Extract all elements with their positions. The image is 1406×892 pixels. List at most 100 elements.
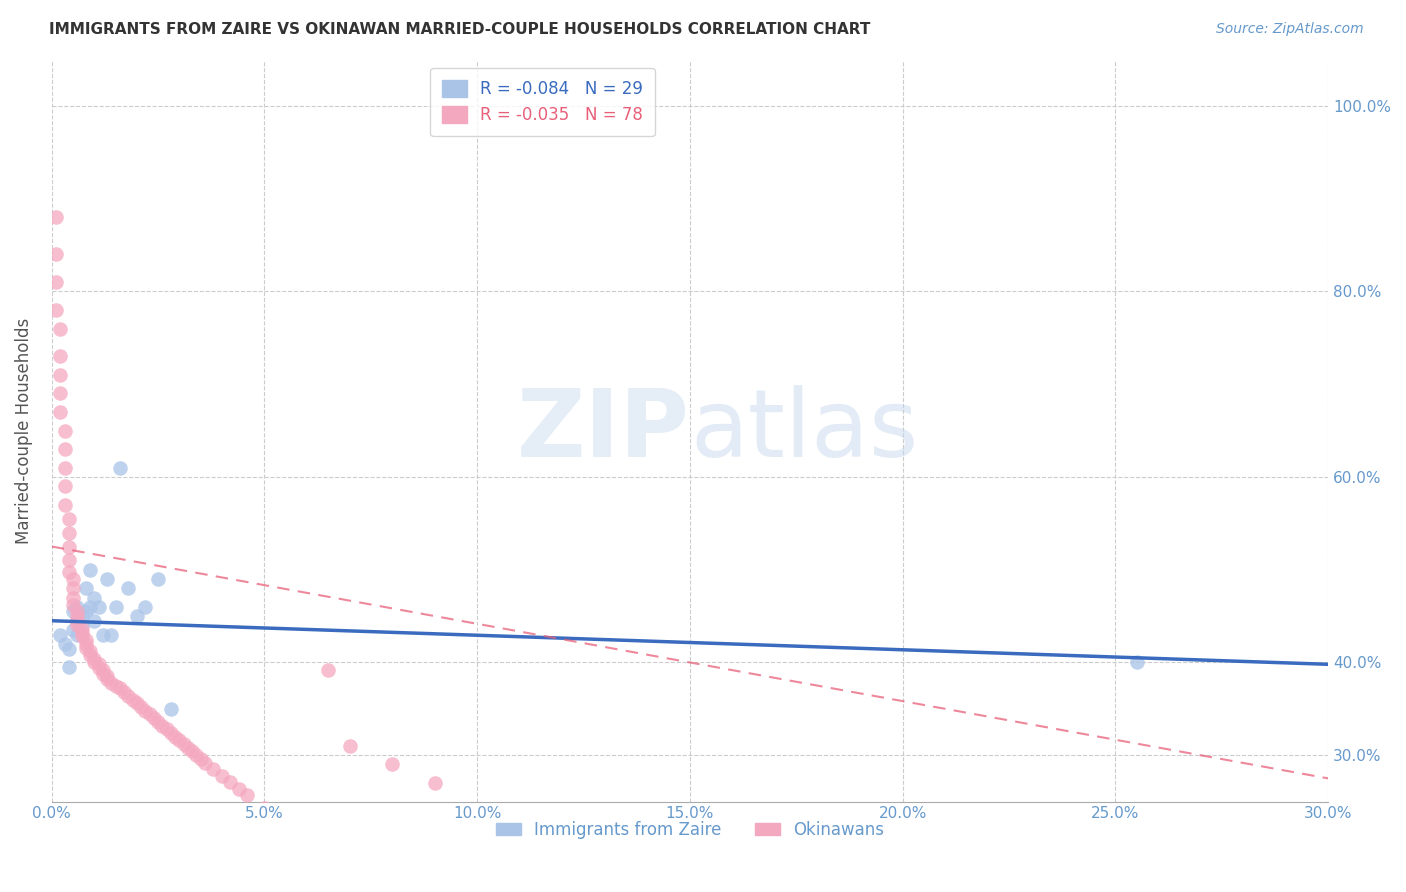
Point: [156, 723, 179, 737]
Y-axis label: Married-couple Households: Married-couple Households: [15, 318, 32, 544]
Point: [45, 211, 67, 225]
Point: [53, 479, 76, 493]
Point: [66, 618, 89, 632]
Point: [253, 801, 276, 815]
Point: [75, 637, 97, 651]
Point: [83, 652, 105, 666]
Point: [49, 321, 72, 335]
Point: [53, 460, 76, 475]
Point: [83, 656, 105, 670]
Point: [49, 405, 72, 419]
Point: [117, 581, 139, 595]
Point: [75, 604, 97, 618]
Point: [45, 247, 67, 261]
Point: [169, 733, 191, 747]
Point: [339, 739, 361, 753]
Point: [58, 540, 80, 554]
Point: [70, 622, 93, 636]
Point: [121, 692, 143, 706]
Point: [79, 563, 101, 577]
Text: Source: ZipAtlas.com: Source: ZipAtlas.com: [1216, 22, 1364, 37]
Point: [146, 572, 169, 586]
Point: [66, 599, 89, 614]
Point: [91, 663, 114, 677]
Point: [53, 442, 76, 457]
Point: [134, 704, 156, 718]
Point: [62, 598, 84, 612]
Point: [125, 696, 148, 710]
Point: [160, 726, 183, 740]
Point: [62, 623, 84, 637]
Point: [190, 752, 212, 766]
Point: [202, 762, 225, 776]
Point: [96, 572, 118, 586]
Point: [53, 498, 76, 512]
Point: [87, 661, 110, 675]
Point: [186, 748, 208, 763]
Point: [58, 511, 80, 525]
Point: [66, 614, 89, 628]
Point: [194, 756, 217, 770]
Point: [49, 350, 72, 364]
Point: [138, 707, 160, 722]
Point: [79, 599, 101, 614]
Point: [1125, 656, 1147, 670]
Point: [104, 599, 127, 614]
Point: [177, 740, 200, 755]
Point: [316, 663, 339, 677]
Point: [62, 581, 84, 595]
Text: atlas: atlas: [690, 384, 918, 476]
Point: [70, 609, 93, 624]
Point: [150, 718, 173, 732]
Point: [228, 781, 250, 796]
Point: [423, 776, 446, 790]
Point: [53, 637, 76, 651]
Point: [66, 609, 89, 624]
Point: [58, 641, 80, 656]
Point: [53, 424, 76, 438]
Point: [75, 633, 97, 648]
Point: [181, 744, 204, 758]
Point: [211, 769, 233, 783]
Point: [134, 599, 156, 614]
Point: [295, 832, 318, 847]
Point: [87, 657, 110, 672]
Point: [75, 640, 97, 655]
Point: [100, 676, 122, 690]
Point: [108, 681, 131, 696]
Point: [70, 625, 93, 640]
Text: ZIP: ZIP: [517, 384, 690, 476]
Point: [381, 757, 404, 772]
Point: [49, 368, 72, 382]
Point: [49, 627, 72, 641]
Point: [91, 627, 114, 641]
Point: [83, 614, 105, 628]
Point: [173, 737, 195, 751]
Point: [75, 581, 97, 595]
Point: [66, 603, 89, 617]
Point: [165, 730, 187, 744]
Point: [87, 599, 110, 614]
Point: [104, 679, 127, 693]
Point: [49, 386, 72, 401]
Point: [91, 666, 114, 681]
Point: [66, 614, 89, 628]
Point: [146, 714, 169, 729]
Point: [108, 460, 131, 475]
Point: [117, 689, 139, 703]
Point: [58, 553, 80, 567]
Point: [274, 817, 297, 831]
Point: [70, 630, 93, 644]
Point: [62, 604, 84, 618]
Point: [236, 788, 259, 802]
Point: [45, 275, 67, 289]
Point: [219, 775, 242, 789]
Point: [79, 644, 101, 658]
Point: [160, 702, 183, 716]
Point: [79, 648, 101, 662]
Legend: Immigrants from Zaire, Okinawans: Immigrants from Zaire, Okinawans: [489, 814, 891, 846]
Point: [62, 591, 84, 605]
Point: [83, 591, 105, 605]
Point: [70, 618, 93, 632]
Point: [96, 669, 118, 683]
